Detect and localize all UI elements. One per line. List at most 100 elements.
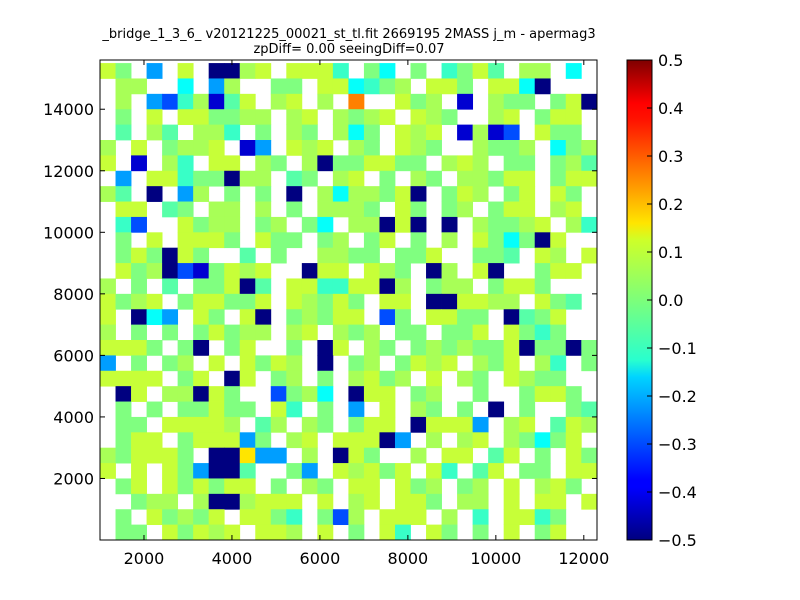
heatmap-cell — [177, 509, 194, 526]
heatmap-cell — [394, 186, 411, 202]
heatmap-cell — [379, 416, 396, 433]
heatmap-cell — [255, 324, 272, 341]
heatmap-cell — [472, 232, 489, 249]
heatmap-cell — [208, 140, 225, 156]
heatmap-cell — [208, 463, 225, 479]
heatmap-cell — [255, 355, 272, 372]
heatmap-cell — [441, 155, 458, 172]
heatmap-cell — [255, 170, 272, 187]
colorbar-tick-label: 0.2 — [658, 195, 683, 214]
heatmap-cell — [488, 355, 505, 372]
heatmap-cell — [363, 355, 380, 372]
heatmap-cell — [270, 509, 287, 526]
x-tick-label: 2000 — [124, 549, 165, 568]
heatmap-cell — [317, 247, 334, 264]
heatmap-cell — [519, 186, 536, 202]
heatmap-cell — [193, 186, 210, 202]
heatmap-cell — [534, 370, 551, 387]
heatmap-cell — [472, 124, 489, 141]
heatmap-cell — [100, 155, 116, 172]
heatmap-cell — [332, 170, 349, 187]
heatmap-cell — [519, 340, 536, 356]
heatmap-cell — [208, 263, 225, 279]
heatmap-cell — [363, 140, 380, 156]
heatmap-cell — [239, 355, 256, 372]
heatmap-cell — [348, 309, 365, 326]
heatmap-cell — [565, 186, 582, 202]
heatmap-cell — [394, 78, 411, 95]
heatmap-cell — [394, 124, 411, 141]
heatmap-cell — [255, 186, 272, 202]
heatmap-cell — [488, 93, 505, 110]
heatmap-cell — [519, 140, 536, 156]
heatmap-cell — [472, 463, 489, 479]
heatmap-cell — [441, 340, 458, 356]
heatmap-cell — [224, 263, 241, 279]
heatmap-cell — [379, 524, 396, 541]
heatmap-cell — [550, 509, 567, 526]
heatmap-cell — [208, 493, 225, 510]
colorbar-tick-label: −0.3 — [658, 435, 697, 454]
heatmap-cell — [208, 93, 225, 110]
heatmap-cell — [581, 493, 598, 510]
heatmap-cell — [441, 293, 458, 310]
heatmap-cell — [394, 478, 411, 495]
heatmap-cell — [301, 278, 318, 295]
heatmap-cell — [394, 309, 411, 326]
heatmap-cell — [317, 216, 334, 233]
heatmap-cell — [426, 78, 442, 95]
heatmap-cell — [332, 155, 349, 172]
heatmap-cell — [534, 340, 551, 356]
x-tick-label: 6000 — [300, 549, 341, 568]
x-tick-label: 12000 — [558, 549, 609, 568]
heatmap-cell — [441, 201, 458, 218]
heatmap-cell — [363, 370, 380, 387]
heatmap-cell — [534, 355, 551, 372]
heatmap-cell — [426, 93, 442, 110]
heatmap-cell — [565, 478, 582, 495]
heatmap-cell — [550, 493, 567, 510]
heatmap-cell — [115, 124, 132, 141]
heatmap-cell — [488, 447, 505, 464]
heatmap-cell — [224, 447, 241, 464]
heatmap-cell — [286, 355, 303, 372]
heatmap-cell — [100, 278, 116, 295]
heatmap-cell — [534, 78, 551, 95]
heatmap-cell — [410, 155, 427, 172]
heatmap-cell — [441, 416, 458, 433]
heatmap-cell — [255, 63, 272, 79]
heatmap-cell — [550, 478, 567, 495]
heatmap-cell — [317, 509, 334, 526]
heatmap-cell — [115, 509, 132, 526]
heatmap-cell — [286, 124, 303, 141]
y-tick-label: 4000 — [53, 408, 94, 427]
heatmap-cell — [519, 155, 536, 172]
heatmap-cell — [550, 155, 567, 172]
heatmap-cell — [394, 278, 411, 295]
heatmap-cell — [239, 170, 256, 187]
heatmap-cells — [100, 63, 598, 541]
heatmap-cell — [379, 278, 396, 295]
heatmap-cell — [394, 493, 411, 510]
heatmap-cell — [131, 432, 147, 449]
heatmap-cell — [162, 524, 179, 541]
heatmap-cell — [379, 109, 396, 126]
heatmap-cell — [503, 324, 520, 341]
heatmap-cell — [550, 232, 567, 249]
heatmap-cell — [348, 401, 365, 418]
heatmap-cell — [115, 63, 132, 79]
heatmap-cell — [239, 432, 256, 449]
heatmap-cell — [394, 93, 411, 110]
heatmap-cell — [363, 463, 380, 479]
heatmap-cell — [332, 447, 349, 464]
heatmap-cell — [410, 324, 427, 341]
heatmap-cell — [550, 124, 567, 141]
heatmap-cell — [332, 263, 349, 279]
heatmap-cell — [363, 247, 380, 264]
heatmap-cell — [131, 463, 147, 479]
heatmap-cell — [193, 524, 210, 541]
heatmap-cell — [410, 355, 427, 372]
heatmap-cell — [410, 386, 427, 402]
heatmap-cell — [301, 478, 318, 495]
heatmap-cell — [100, 324, 116, 341]
